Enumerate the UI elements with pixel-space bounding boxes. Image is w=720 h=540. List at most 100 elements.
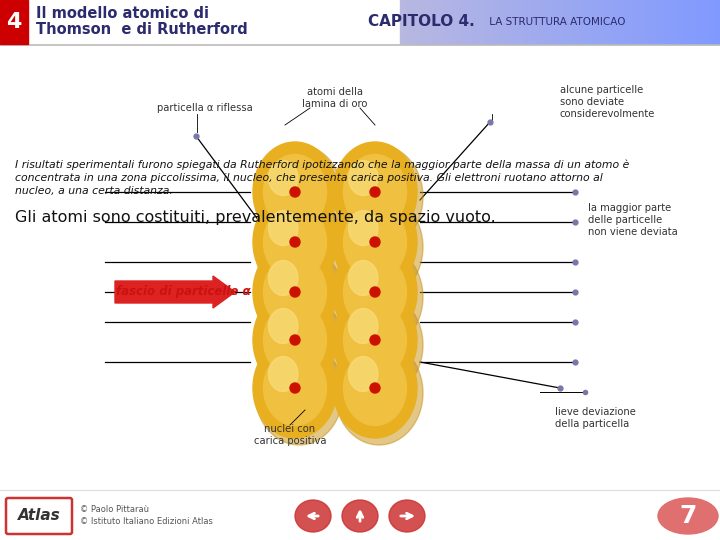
Bar: [588, 0, 593, 44]
Text: I risultati sperimentali furono spiegati da Rutherford ipotizzando che la maggio: I risultati sperimentali furono spiegati…: [15, 160, 629, 171]
Text: alcune particelle
sono deviate
considerevolmente: alcune particelle sono deviate considere…: [560, 85, 655, 119]
Bar: [632, 0, 637, 44]
Ellipse shape: [348, 211, 378, 246]
Text: concentrata in una zona piccolissima, il nucleo, che presenta carica positiva. G: concentrata in una zona piccolissima, il…: [15, 173, 603, 183]
Ellipse shape: [348, 160, 378, 195]
Bar: [492, 0, 497, 44]
Bar: [556, 0, 561, 44]
Bar: [628, 0, 633, 44]
Bar: [636, 0, 641, 44]
Bar: [480, 0, 485, 44]
Bar: [672, 0, 677, 44]
Bar: [700, 0, 705, 44]
Text: © Istituto Italiano Edizioni Atlas: © Istituto Italiano Edizioni Atlas: [80, 517, 213, 526]
Bar: [564, 0, 569, 44]
Ellipse shape: [264, 302, 326, 377]
Ellipse shape: [269, 160, 298, 195]
Text: Thomson  e di Rutherford: Thomson e di Rutherford: [36, 22, 248, 37]
Ellipse shape: [333, 242, 417, 342]
Ellipse shape: [253, 290, 337, 390]
Bar: [536, 0, 541, 44]
Bar: [616, 0, 621, 44]
Text: © Paolo Pittaraù: © Paolo Pittaraù: [80, 504, 149, 514]
Ellipse shape: [255, 145, 343, 249]
Bar: [572, 0, 577, 44]
Bar: [400, 0, 405, 44]
Bar: [604, 0, 609, 44]
Ellipse shape: [335, 341, 423, 445]
Bar: [620, 0, 625, 44]
Bar: [0, 0, 28, 44]
Bar: [476, 0, 481, 44]
Ellipse shape: [333, 290, 417, 390]
Text: 4: 4: [6, 12, 22, 32]
Bar: [656, 0, 661, 44]
Bar: [0, 490, 720, 540]
Circle shape: [290, 237, 300, 247]
Ellipse shape: [343, 154, 407, 230]
Bar: [532, 0, 537, 44]
Bar: [560, 0, 565, 44]
Circle shape: [290, 187, 300, 197]
Bar: [520, 0, 525, 44]
Text: particella α riflessa: particella α riflessa: [157, 103, 253, 113]
Bar: [652, 0, 657, 44]
Bar: [544, 0, 549, 44]
Bar: [592, 0, 597, 44]
Bar: [512, 0, 517, 44]
Bar: [624, 0, 629, 44]
Bar: [408, 0, 413, 44]
Text: Atlas: Atlas: [17, 509, 60, 523]
Bar: [464, 0, 469, 44]
Bar: [516, 0, 521, 44]
Text: Gli atomi sono costituiti, prevalentemente, da spazio vuoto.: Gli atomi sono costituiti, prevalentemen…: [15, 210, 496, 225]
Bar: [420, 0, 425, 44]
Text: lieve deviazione
della particella: lieve deviazione della particella: [555, 407, 636, 429]
Ellipse shape: [343, 205, 407, 280]
Ellipse shape: [269, 308, 298, 343]
Ellipse shape: [264, 254, 326, 329]
Bar: [668, 0, 673, 44]
Ellipse shape: [348, 356, 378, 392]
Ellipse shape: [335, 245, 423, 349]
Ellipse shape: [255, 341, 343, 445]
Ellipse shape: [335, 195, 423, 299]
Ellipse shape: [269, 260, 298, 295]
Bar: [424, 0, 429, 44]
Ellipse shape: [342, 500, 378, 532]
Bar: [612, 0, 617, 44]
Bar: [660, 0, 665, 44]
Bar: [440, 0, 445, 44]
Bar: [508, 0, 513, 44]
Text: nucleo, a una certa distanza.: nucleo, a una certa distanza.: [15, 186, 173, 196]
Circle shape: [290, 335, 300, 345]
Ellipse shape: [343, 254, 407, 329]
Ellipse shape: [269, 356, 298, 392]
Bar: [696, 0, 701, 44]
Text: atomi della
lamina di oro: atomi della lamina di oro: [302, 87, 368, 109]
Text: Il modello atomico di: Il modello atomico di: [36, 5, 209, 21]
Bar: [460, 0, 465, 44]
Bar: [608, 0, 613, 44]
Ellipse shape: [348, 308, 378, 343]
FancyBboxPatch shape: [6, 498, 72, 534]
Ellipse shape: [335, 293, 423, 397]
Ellipse shape: [333, 142, 417, 242]
Bar: [484, 0, 489, 44]
Circle shape: [370, 187, 380, 197]
Ellipse shape: [255, 195, 343, 299]
Bar: [456, 0, 461, 44]
Bar: [488, 0, 493, 44]
Ellipse shape: [348, 260, 378, 295]
Ellipse shape: [253, 192, 337, 292]
Ellipse shape: [389, 500, 425, 532]
Bar: [644, 0, 649, 44]
Ellipse shape: [253, 338, 337, 438]
Bar: [0, 0, 720, 44]
Bar: [600, 0, 605, 44]
Ellipse shape: [658, 498, 718, 534]
Bar: [552, 0, 557, 44]
Circle shape: [290, 287, 300, 297]
Bar: [568, 0, 573, 44]
Bar: [676, 0, 681, 44]
